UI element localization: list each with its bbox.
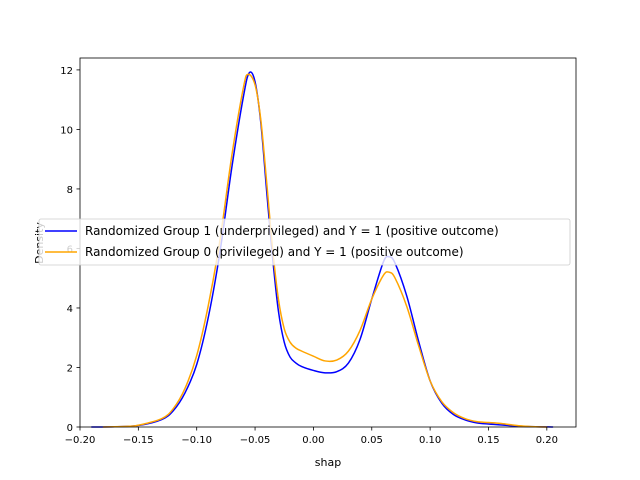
- y-tick-label: 2: [67, 363, 73, 374]
- x-tick-label: 0.15: [477, 435, 499, 446]
- x-tick-label: 0.20: [536, 435, 558, 446]
- x-tick-label: −0.10: [181, 435, 212, 446]
- x-tick-label: −0.05: [240, 435, 271, 446]
- x-tick-label: 0.10: [419, 435, 441, 446]
- x-tick-label: 0.00: [302, 435, 324, 446]
- y-tick-label: 8: [67, 185, 73, 196]
- y-tick-label: 12: [60, 66, 73, 77]
- legend-label-group-1: Randomized Group 1 (underprivileged) and…: [85, 224, 499, 238]
- x-tick-label: −0.15: [123, 435, 154, 446]
- series-line-0: [90, 71, 554, 428]
- x-tick-label: 0.05: [361, 435, 383, 446]
- legend: Randomized Group 1 (underprivileged) and…: [38, 218, 571, 266]
- series-layer: [90, 71, 554, 428]
- y-tick-label: 10: [60, 125, 73, 136]
- y-tick-label: 4: [67, 304, 73, 315]
- legend-box: [38, 218, 571, 266]
- y-tick-label: 0: [67, 423, 73, 434]
- legend-label-group-0: Randomized Group 0 (privileged) and Y = …: [85, 245, 464, 259]
- series-line-1: [102, 73, 548, 428]
- x-tick-label: −0.20: [65, 435, 96, 446]
- x-axis: −0.20 −0.15 −0.10 −0.05 0.00 0.05 0.10 0.15 0.20: [65, 427, 558, 446]
- x-axis-label: shap: [315, 456, 341, 469]
